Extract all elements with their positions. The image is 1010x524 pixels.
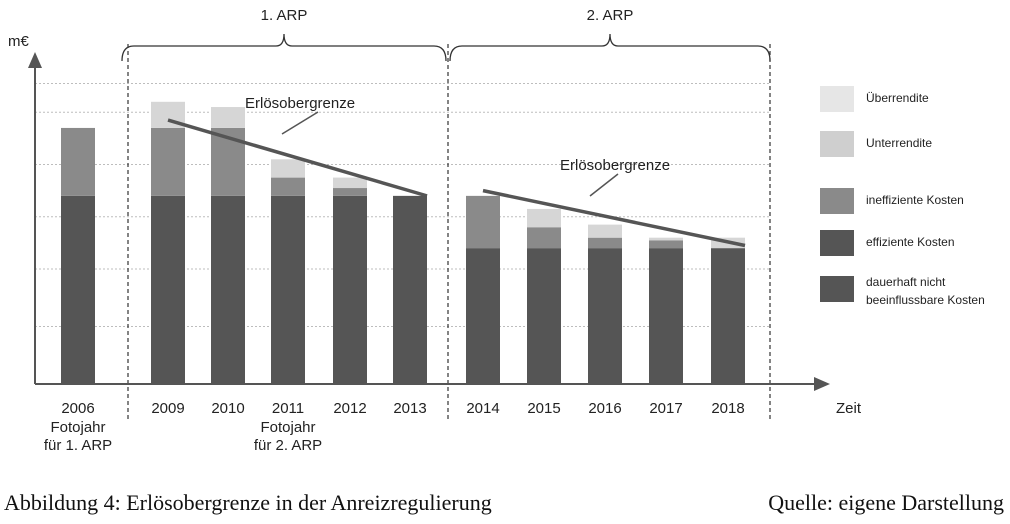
- period-brace: [449, 33, 771, 62]
- legend-label: Unterrendite: [866, 136, 932, 150]
- bar-segment: [61, 195, 95, 384]
- bar-segment: [333, 188, 367, 196]
- x-tick-sublabel: Fotojahr: [50, 419, 105, 436]
- x-tick-label: 2012: [333, 400, 366, 417]
- revenue-cap-pointer: [589, 173, 619, 197]
- x-tick-label: 2011: [272, 400, 304, 417]
- legend-label: dauerhaft nicht: [866, 275, 946, 289]
- bar-segment: [527, 248, 561, 384]
- legend-swatch: [820, 131, 854, 157]
- legend-label: ineffiziente Kosten: [866, 193, 964, 207]
- bar-segment: [333, 195, 367, 384]
- x-tick-sublabel: für 1. ARP: [44, 437, 112, 454]
- x-tick-label: 2013: [393, 400, 426, 417]
- legend: Überrendite Unterrendite ineffiziente Kost…: [820, 86, 985, 307]
- revenue-cap-line: [167, 118, 428, 198]
- x-axis-label: Zeit: [836, 400, 862, 417]
- x-tick-label: 2017: [649, 400, 682, 417]
- period-braces: 1. ARP 2. ARP: [121, 7, 771, 62]
- bar-segment: [649, 237, 683, 241]
- revenue-cap-label: Erlösobergrenze: [560, 157, 670, 174]
- x-tick-sublabel: für 2. ARP: [254, 437, 322, 454]
- legend-label: beeinflussbare Kosten: [866, 293, 985, 307]
- axes: m€ Zeit: [8, 33, 862, 417]
- legend-swatch: [820, 230, 854, 256]
- bar-segment: [588, 224, 622, 238]
- legend-swatch: [820, 188, 854, 214]
- bar-segment: [466, 248, 500, 384]
- figure-caption: Abbildung 4: Erlösobergrenze in der Anre…: [0, 484, 1010, 524]
- x-tick-sublabel: Fotojahr: [260, 419, 315, 436]
- x-tick-label: 2009: [151, 400, 184, 417]
- revenue-cap-lines: Erlösobergrenze Erlösobergrenze: [167, 95, 746, 248]
- legend-label: Überrendite: [866, 91, 929, 105]
- stacked-bars: [61, 101, 745, 384]
- revenue-cap-chart: Erlösobergrenze Erlösobergrenze 1. ARP 2. …: [8, 7, 985, 454]
- bar-segment: [151, 195, 185, 384]
- bar-segment: [151, 127, 185, 196]
- y-axis-label: m€: [8, 33, 29, 50]
- revenue-cap-label: Erlösobergrenze: [245, 95, 355, 112]
- caption-source: Quelle: eigene Darstellung: [768, 490, 1004, 515]
- x-tick-label: 2014: [466, 400, 499, 417]
- caption-title: Abbildung 4: Erlösobergrenze in der Anre…: [4, 490, 492, 515]
- bar-segment: [271, 159, 305, 178]
- bar-segment: [61, 127, 95, 196]
- bar-segment: [711, 248, 745, 384]
- x-tick-label: 2010: [211, 400, 244, 417]
- x-tick-label: 2016: [588, 400, 621, 417]
- bar-segment: [271, 195, 305, 384]
- bar-segment: [211, 195, 245, 384]
- legend-label: effiziente Kosten: [866, 235, 955, 249]
- period-brace: [121, 33, 447, 62]
- legend-swatch: [820, 276, 854, 302]
- x-tick-label: 2018: [711, 400, 744, 417]
- x-tick-label: 2006: [61, 400, 94, 417]
- x-tick-label: 2015: [527, 400, 560, 417]
- bar-segment: [588, 248, 622, 384]
- bar-segment: [466, 195, 500, 249]
- bar-segment: [271, 177, 305, 196]
- bar-segment: [393, 195, 427, 384]
- bar-segment: [588, 237, 622, 249]
- bar-segment: [649, 248, 683, 384]
- bar-segment: [211, 107, 245, 128]
- grid-lines: [35, 83, 770, 328]
- period-label: 1. ARP: [261, 7, 308, 24]
- period-label: 2. ARP: [587, 7, 634, 24]
- y-axis-arrow: [28, 52, 42, 68]
- bar-segment: [333, 177, 367, 189]
- bar-segment: [649, 240, 683, 249]
- revenue-cap-pointer: [281, 111, 319, 135]
- bar-segment: [527, 227, 561, 249]
- legend-swatch: [820, 86, 854, 112]
- revenue-cap-line: [482, 188, 746, 248]
- x-axis-arrow: [814, 377, 830, 391]
- bar-segment: [527, 208, 561, 228]
